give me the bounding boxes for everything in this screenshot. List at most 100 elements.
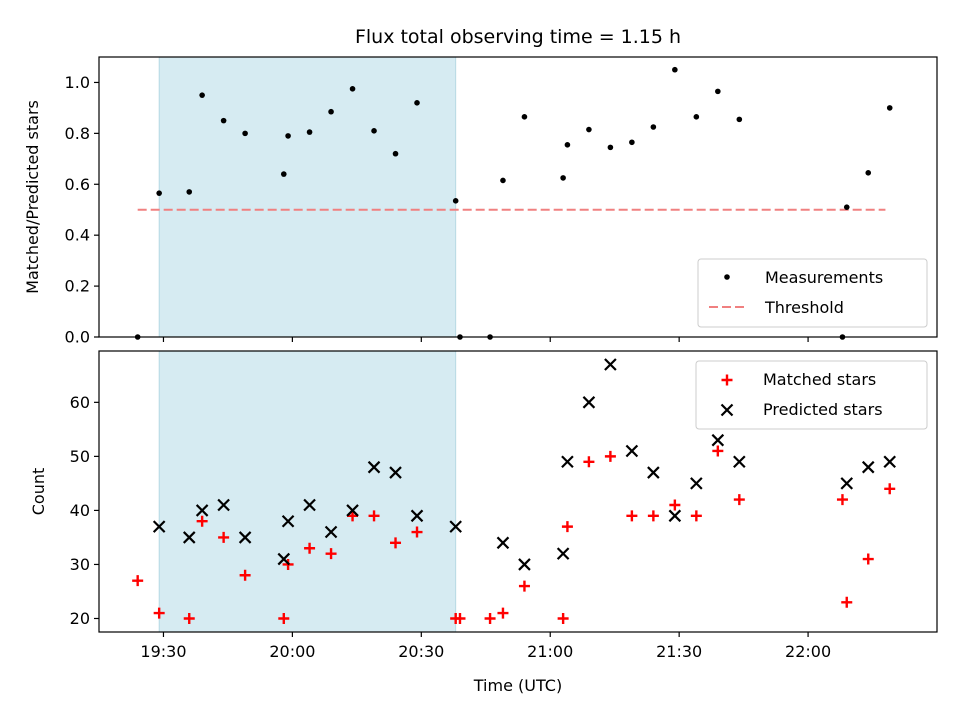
predicted-star-marker — [840, 477, 854, 490]
matched-star-marker — [411, 526, 423, 538]
matched-star-marker — [390, 537, 402, 549]
matched-star-marker — [862, 553, 874, 565]
predicted-star-marker — [625, 444, 639, 458]
matched-star-marker — [518, 580, 530, 592]
y-tick-label-top: 0.0 — [65, 328, 90, 347]
predicted-star-marker — [367, 460, 381, 474]
shaded-region-top — [158, 56, 457, 338]
predicted-star-marker — [861, 460, 875, 474]
measurement-point — [371, 128, 377, 134]
measurement-point — [672, 66, 678, 73]
x-axis-label: Time (UTC) — [473, 676, 562, 695]
legend-bottom-box — [695, 360, 928, 430]
predicted-star-marker — [277, 552, 291, 566]
matched-star-marker — [690, 510, 702, 522]
measurement-point — [629, 139, 635, 146]
legend-measurements-label: Measurements — [765, 268, 883, 287]
matched-star-marker — [278, 612, 290, 624]
matched-star-marker — [626, 510, 638, 522]
matched-star-marker — [196, 515, 208, 527]
y-tick-label-bottom: 20 — [70, 609, 90, 628]
measurement-point — [564, 142, 571, 148]
matched-star-marker — [733, 494, 745, 506]
measurement-point — [586, 126, 592, 133]
measurement-point — [306, 129, 313, 135]
y-tick-label-top: 0.8 — [65, 124, 90, 143]
predicted-star-marker — [303, 498, 316, 512]
measurement-point — [886, 105, 893, 111]
matched-star-marker — [484, 612, 496, 624]
legend-threshold-label: Threshold — [764, 298, 844, 317]
matched-star-marker — [557, 612, 569, 624]
measurement-point — [392, 150, 399, 157]
matched-star-marker — [841, 596, 853, 608]
predicted-star-marker — [668, 509, 682, 523]
matched-star-marker — [153, 607, 165, 619]
measurement-point — [242, 130, 248, 137]
matched-star-marker — [218, 531, 230, 543]
measurement-point — [349, 86, 356, 92]
measurement-point — [650, 124, 657, 130]
matched-star-marker — [583, 456, 595, 468]
y-tick-label-bottom: 60 — [70, 393, 90, 412]
predicted-star-marker — [182, 531, 196, 544]
y-axis-label-bottom: Count — [29, 468, 48, 516]
x-tick-label: 22:00 — [785, 642, 831, 661]
measurement-point — [693, 114, 700, 120]
legend-measurement-marker — [724, 274, 730, 280]
measurement-point — [414, 100, 420, 106]
measurement-point — [452, 198, 459, 204]
predicted-star-marker — [883, 455, 897, 469]
x-tick-label: 20:30 — [398, 642, 444, 661]
matched-star-marker — [183, 612, 195, 624]
matched-star-marker — [669, 499, 681, 511]
matched-star-marker — [561, 521, 573, 533]
x-tick-label: 20:00 — [269, 642, 315, 661]
y-tick-label-top: 0.6 — [65, 175, 90, 194]
predicted-star-marker — [346, 504, 359, 517]
legend-matched-marker — [721, 374, 733, 386]
predicted-star-marker — [324, 525, 338, 539]
measurement-point — [285, 133, 291, 139]
matched-star-marker — [647, 510, 659, 522]
y-tick-label-top: 1.0 — [65, 73, 90, 92]
matched-star-marker — [325, 548, 337, 560]
measurement-point — [736, 116, 743, 123]
measurement-point — [607, 144, 614, 151]
measurement-point — [156, 190, 162, 196]
top-panel: 0.0 0.2 0.4 0.6 0.8 1.0 Matched/Predicted star… — [23, 56, 938, 347]
predicted-star-marker — [518, 558, 531, 571]
x-tick-label: 19:30 — [140, 642, 186, 661]
matched-star-marker — [712, 445, 724, 457]
measurement-point — [865, 170, 872, 176]
predicted-star-marker — [561, 455, 574, 469]
predicted-star-marker — [711, 433, 725, 447]
measurement-point — [220, 117, 227, 124]
measurement-point — [328, 108, 334, 115]
legend-bottom: Matched stars Predicted stars — [695, 360, 928, 430]
y-tick-label-bottom: 40 — [70, 501, 90, 520]
matched-star-marker — [239, 569, 251, 581]
predicted-star-marker — [647, 466, 660, 479]
predicted-star-marker — [733, 455, 746, 469]
y-tick-label-top: 0.2 — [65, 277, 90, 296]
measurement-point — [500, 177, 506, 184]
bottom-panel: 20 30 40 50 60 19:30 20:00 20:30 21:00 21:30 22:00… — [29, 350, 938, 661]
shaded-region-bottom — [158, 350, 457, 633]
predicted-star-marker — [217, 498, 230, 512]
y-tick-label-top: 0.4 — [65, 226, 90, 245]
predicted-star-marker — [449, 520, 462, 533]
predicted-star-marker — [690, 477, 703, 490]
y-axis-label-top: Matched/Predicted stars — [23, 100, 42, 294]
legend-top: Measurements Threshold — [697, 258, 928, 328]
measurement-point — [843, 204, 850, 210]
predicted-star-marker — [389, 466, 402, 479]
matched-star-marker — [604, 450, 616, 462]
matched-star-marker — [454, 612, 466, 624]
predicted-star-marker — [281, 514, 295, 528]
measurement-point — [521, 114, 528, 120]
y-tick-label-bottom: 50 — [70, 447, 90, 466]
x-tick-label: 21:00 — [527, 642, 573, 661]
matched-star-marker — [836, 494, 848, 506]
